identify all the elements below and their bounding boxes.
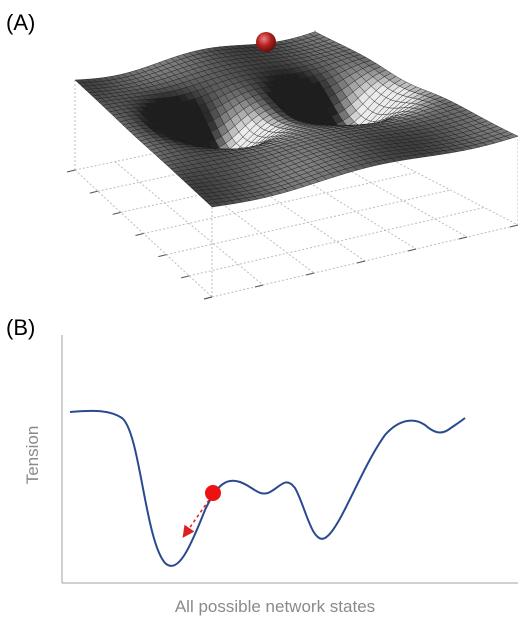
tick xyxy=(158,254,167,258)
tick xyxy=(89,190,98,194)
floor-line xyxy=(189,207,485,277)
tick xyxy=(305,272,315,276)
tick xyxy=(112,211,121,215)
floor-line xyxy=(166,189,451,256)
tick xyxy=(181,275,190,279)
tension-curve xyxy=(69,409,466,567)
ball xyxy=(256,32,276,52)
y-axis-label: Tension xyxy=(23,426,42,485)
tick xyxy=(254,284,264,288)
tick xyxy=(509,224,518,228)
surface-mesh xyxy=(74,31,518,208)
tick xyxy=(203,296,213,300)
descent-arrow xyxy=(182,499,210,538)
tick xyxy=(407,248,417,252)
tick xyxy=(135,233,144,236)
floor-line xyxy=(143,172,417,234)
tick xyxy=(356,260,366,264)
floor-line xyxy=(120,154,383,213)
panel-label: (B) xyxy=(6,315,35,340)
tick xyxy=(66,169,76,173)
x-axis-label: All possible network states xyxy=(175,597,375,616)
mesh-cell xyxy=(504,133,518,139)
floor-line xyxy=(114,161,264,286)
state-ball xyxy=(205,485,221,501)
tick xyxy=(458,236,468,240)
panel-label: (A) xyxy=(6,10,35,35)
